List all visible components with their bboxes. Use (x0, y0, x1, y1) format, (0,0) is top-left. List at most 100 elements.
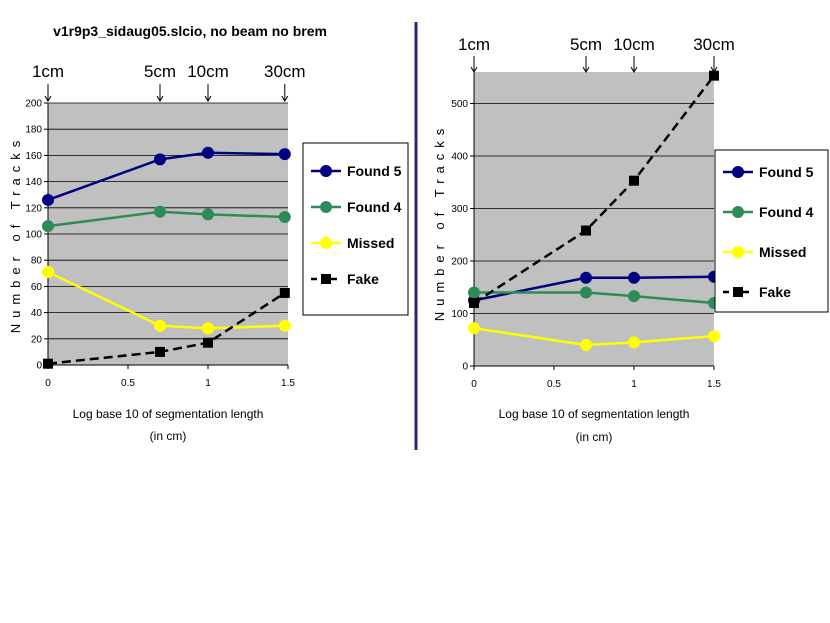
right-legend: Found 5 Found 4 Missed Fake (723, 164, 814, 300)
segment-label: 10cm (187, 62, 229, 81)
legend-swatch-marker (320, 165, 332, 177)
data-point (468, 286, 480, 299)
data-point (42, 220, 54, 233)
legend-label: Found 4 (759, 204, 814, 220)
data-point (202, 322, 214, 335)
series-line-found-5 (473, 275, 715, 302)
x-tick-label: 0.5 (121, 378, 135, 389)
x-tick-label: 1.5 (281, 378, 295, 389)
data-point (154, 319, 166, 332)
data-point (42, 193, 54, 206)
left-series (42, 146, 291, 369)
left-chart-title: v1r9p3_sidaug05.slcio, no beam no brem (53, 23, 327, 39)
legend-swatch-marker (320, 201, 332, 213)
left-ticks: 0 20 40 60 80 100 120 140 160 180 200 0 0.5 1 1.5 (25, 99, 295, 390)
series-line-found-5 (47, 151, 285, 202)
right-legend-box (714, 149, 829, 313)
y-tick-label: 120 (25, 203, 42, 214)
x-tick-label: 0 (45, 378, 51, 389)
data-point (709, 70, 719, 81)
segment-label: 5cm (144, 62, 176, 81)
data-point (43, 358, 53, 369)
y-tick-label: 400 (451, 152, 468, 163)
data-point (202, 146, 214, 159)
segment-arrowhead (582, 66, 590, 73)
right-ticks: 0 100 200 300 400 500 0 0.5 1 1.5 (451, 99, 721, 390)
segment-arrowhead (156, 95, 164, 102)
y-tick-label: 40 (31, 308, 43, 319)
segment-arrowhead (281, 95, 289, 102)
data-point (279, 287, 290, 298)
y-tick-label: 140 (25, 177, 42, 188)
series-line-found-4 (474, 291, 715, 305)
y-tick-label: 180 (25, 125, 42, 136)
left-x-axis-sublabel: (in cm) (150, 429, 187, 443)
segment-label: 1cm (32, 62, 64, 81)
legend-swatch-marker (732, 166, 744, 178)
legend-label: Found 4 (347, 199, 402, 215)
data-point (278, 210, 291, 223)
y-tick-label: 100 (451, 309, 468, 320)
data-point (628, 290, 640, 303)
data-point (580, 271, 592, 284)
right-grid (473, 72, 714, 367)
segment-label: 1cm (458, 35, 490, 54)
right-x-axis-label: Log base 10 of segmentation length (499, 407, 690, 421)
legend-swatch-marker (733, 287, 743, 297)
segment-arrowhead (44, 95, 52, 102)
series-line-fake (473, 74, 715, 305)
series-line-found-4 (47, 210, 285, 228)
legend-label: Missed (347, 235, 394, 251)
data-point (278, 148, 291, 161)
x-tick-label: 0.5 (547, 379, 561, 390)
legend-label: Missed (759, 244, 806, 260)
series-line-missed (47, 270, 285, 330)
series-line-fake (47, 291, 286, 365)
y-tick-label: 100 (25, 230, 42, 241)
segment-label: 5cm (570, 35, 602, 54)
right-segment-markers: 1cm 5cm 10cm 30cm (458, 35, 735, 73)
y-tick-label: 80 (31, 256, 43, 267)
data-point (203, 337, 213, 348)
segment-label: 30cm (264, 62, 306, 81)
left-y-axis-label: Number of Tracks (8, 135, 23, 334)
data-point (469, 298, 479, 308)
legend-label: Found 5 (759, 164, 814, 180)
segment-label: 30cm (693, 35, 735, 54)
segment-arrowhead (630, 66, 638, 73)
legend-swatch-marker (732, 206, 744, 218)
segment-arrowhead (470, 66, 478, 73)
left-segment-markers: 1cm 5cm 10cm 30cm (32, 62, 306, 102)
data-point (708, 330, 720, 343)
data-point (278, 319, 291, 332)
right-chart: Log base 10 of segmentation length (in c… (432, 35, 829, 444)
data-point (629, 175, 639, 186)
y-tick-label: 0 (36, 361, 42, 372)
data-point (581, 225, 591, 236)
x-tick-label: 1 (631, 379, 637, 390)
y-tick-label: 200 (25, 99, 42, 110)
y-tick-label: 160 (25, 151, 42, 162)
data-point (580, 339, 592, 351)
y-tick-label: 500 (451, 99, 468, 110)
y-tick-label: 300 (451, 204, 468, 215)
legend-label: Found 5 (347, 163, 402, 179)
legend-swatch-marker (321, 274, 331, 284)
right-x-axis-sublabel: (in cm) (576, 430, 613, 444)
segment-label: 10cm (613, 35, 655, 54)
data-point (580, 286, 592, 299)
x-tick-label: 0 (471, 379, 477, 390)
data-point (155, 346, 165, 357)
right-series (468, 70, 720, 351)
x-tick-label: 1 (205, 378, 211, 389)
left-x-axis-label: Log base 10 of segmentation length (73, 407, 264, 421)
y-tick-label: 60 (31, 282, 43, 293)
data-point (154, 205, 166, 218)
left-chart: v1r9p3_sidaug05.slcio, no beam no brem L… (8, 23, 409, 443)
data-point (628, 336, 640, 349)
data-point (628, 271, 640, 284)
legend-swatch-marker (320, 237, 332, 249)
data-point (42, 265, 54, 278)
